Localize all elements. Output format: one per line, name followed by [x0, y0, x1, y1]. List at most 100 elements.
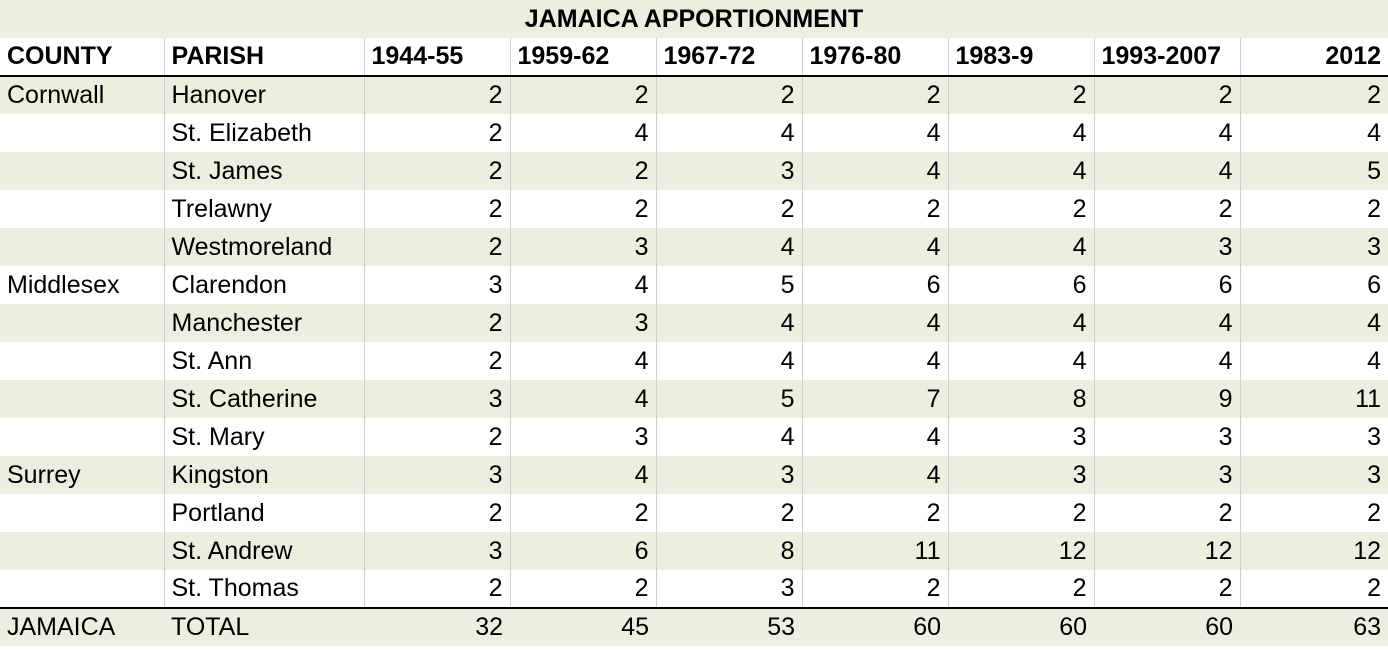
seat-count-cell: 11 — [801, 532, 948, 570]
seat-count-cell: 4 — [509, 114, 656, 152]
seat-count-cell: 2 — [801, 494, 948, 532]
seat-count-cell: 2 — [363, 304, 510, 342]
seat-count-cell: 4 — [1239, 342, 1388, 380]
seat-count-cell: 3 — [947, 456, 1094, 494]
seat-count-cell: 2 — [363, 152, 510, 190]
table-row: St. Mary 2 3 4 4 3 3 3 — [0, 418, 1388, 456]
seat-count-cell: 5 — [655, 380, 802, 418]
seat-count-cell: 2 — [801, 570, 948, 608]
seat-count-cell: 2 — [947, 190, 1094, 228]
seat-count-cell: 4 — [947, 114, 1094, 152]
parish-cell: St. Ann — [163, 342, 364, 380]
seat-count-cell: 4 — [509, 342, 656, 380]
seat-count-cell: 5 — [1239, 152, 1388, 190]
seat-count-cell: 2 — [1239, 76, 1388, 114]
seat-count-cell: 4 — [655, 304, 802, 342]
seat-count-cell: 4 — [947, 304, 1094, 342]
seat-count-cell: 4 — [801, 456, 948, 494]
total-value: 60 — [802, 607, 948, 646]
seat-count-cell: 3 — [509, 228, 656, 266]
seat-count-cell: 3 — [947, 418, 1094, 456]
seat-count-cell: 3 — [509, 418, 656, 456]
table-row: Surrey Kingston 3 4 3 4 3 3 3 — [0, 456, 1388, 494]
table-body: Cornwall Hanover 2 2 2 2 2 2 2 St. Elizabeth 2 4 4 4 4… — [0, 76, 1388, 608]
parish-cell: St. Mary — [163, 418, 364, 456]
county-cell — [0, 228, 164, 266]
seat-count-cell: 2 — [509, 570, 656, 608]
header-1983-9: 1983-9 — [947, 38, 1094, 77]
table-row: Portland 2 2 2 2 2 2 2 — [0, 494, 1388, 532]
seat-count-cell: 4 — [801, 418, 948, 456]
seat-count-cell: 2 — [363, 342, 510, 380]
seat-count-cell: 11 — [1239, 380, 1388, 418]
seat-count-cell: 2 — [655, 76, 802, 114]
county-cell — [0, 114, 164, 152]
seat-count-cell: 3 — [1239, 418, 1388, 456]
total-value: 63 — [1240, 607, 1388, 646]
seat-count-cell: 2 — [363, 418, 510, 456]
county-cell — [0, 342, 164, 380]
seat-count-cell: 4 — [801, 228, 948, 266]
county-cell — [0, 152, 164, 190]
seat-count-cell: 2 — [801, 190, 948, 228]
parish-cell: Westmoreland — [163, 228, 364, 266]
total-county: JAMAICA — [0, 607, 164, 646]
parish-cell: St. James — [163, 152, 364, 190]
parish-cell: Portland — [163, 494, 364, 532]
seat-count-cell: 3 — [1093, 418, 1240, 456]
parish-cell: St. Andrew — [163, 532, 364, 570]
seat-count-cell: 2 — [801, 76, 948, 114]
seat-count-cell: 6 — [801, 266, 948, 304]
seat-count-cell: 12 — [947, 532, 1094, 570]
seat-count-cell: 3 — [1239, 228, 1388, 266]
county-cell — [0, 418, 164, 456]
seat-count-cell: 3 — [1093, 228, 1240, 266]
seat-count-cell: 3 — [1239, 456, 1388, 494]
total-label: TOTAL — [164, 607, 364, 646]
table-row: Middlesex Clarendon 3 4 5 6 6 6 6 — [0, 266, 1388, 304]
header-1976-80: 1976-80 — [801, 38, 948, 77]
seat-count-cell: 2 — [947, 76, 1094, 114]
county-cell — [0, 532, 164, 570]
total-value: 45 — [510, 607, 656, 646]
seat-count-cell: 2 — [1093, 494, 1240, 532]
seat-count-cell: 2 — [1093, 570, 1240, 608]
seat-count-cell: 4 — [509, 266, 656, 304]
header-parish: PARISH — [163, 38, 364, 77]
seat-count-cell: 2 — [509, 494, 656, 532]
seat-count-cell: 2 — [1239, 190, 1388, 228]
seat-count-cell: 4 — [1239, 114, 1388, 152]
seat-count-cell: 3 — [655, 456, 802, 494]
seat-count-cell: 4 — [1093, 304, 1240, 342]
seat-count-cell: 2 — [509, 76, 656, 114]
parish-cell: St. Thomas — [163, 570, 364, 608]
seat-count-cell: 4 — [947, 152, 1094, 190]
seat-count-cell: 2 — [947, 570, 1094, 608]
seat-count-cell: 4 — [1093, 152, 1240, 190]
county-cell — [0, 494, 164, 532]
seat-count-cell: 4 — [947, 228, 1094, 266]
parish-cell: St. Elizabeth — [163, 114, 364, 152]
county-cell — [0, 380, 164, 418]
parish-cell: Kingston — [163, 456, 364, 494]
seat-count-cell: 8 — [947, 380, 1094, 418]
seat-count-cell: 4 — [509, 380, 656, 418]
parish-cell: Manchester — [163, 304, 364, 342]
seat-count-cell: 3 — [655, 570, 802, 608]
seat-count-cell: 12 — [1239, 532, 1388, 570]
seat-count-cell: 2 — [1239, 494, 1388, 532]
seat-count-cell: 2 — [1093, 76, 1240, 114]
county-cell — [0, 570, 164, 608]
seat-count-cell: 3 — [509, 304, 656, 342]
seat-count-cell: 2 — [363, 494, 510, 532]
table-row: St. James 2 2 3 4 4 4 5 — [0, 152, 1388, 190]
seat-count-cell: 4 — [509, 456, 656, 494]
seat-count-cell: 4 — [1239, 304, 1388, 342]
seat-count-cell: 4 — [655, 342, 802, 380]
seat-count-cell: 3 — [655, 152, 802, 190]
header-1959-62: 1959-62 — [509, 38, 656, 77]
total-value: 60 — [1094, 607, 1240, 646]
header-county: COUNTY — [0, 38, 164, 77]
